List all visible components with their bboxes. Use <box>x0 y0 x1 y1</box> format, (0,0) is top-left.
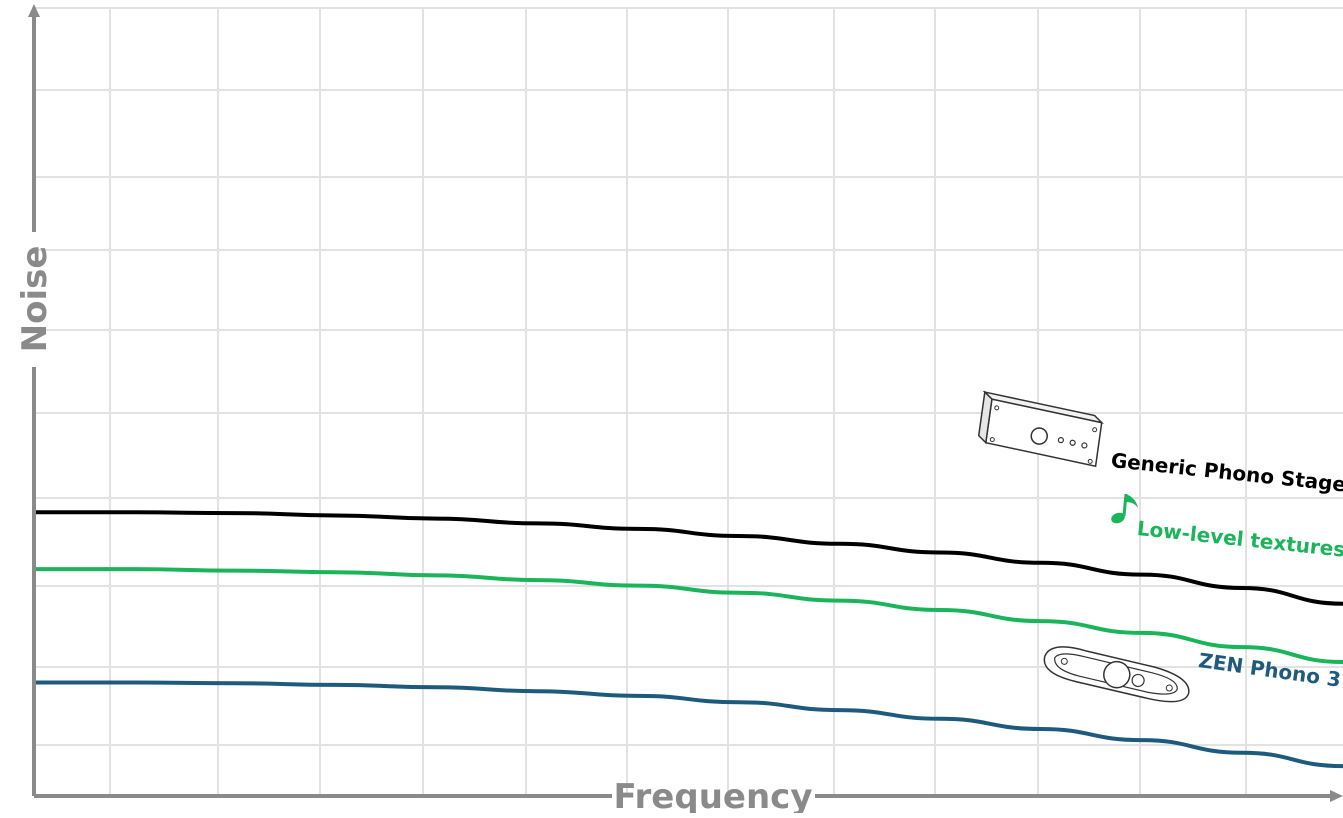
series-layer <box>32 510 1343 769</box>
music-note-icon <box>1111 493 1138 524</box>
y-axis-label: Noise <box>15 246 55 353</box>
series-line-low-level-textures <box>32 567 1343 664</box>
grid <box>34 7 1343 796</box>
series-labels: Generic Phono Stage Low-level textures <box>977 390 1343 703</box>
series-label-text: Generic Phono Stage <box>1110 448 1343 497</box>
series-line-generic-phono-stage <box>32 510 1343 606</box>
zen-phono-icon <box>1043 646 1190 703</box>
series-label-generic-phono-stage: Generic Phono Stage <box>1110 448 1343 497</box>
x-axis-arrowhead <box>1330 790 1343 802</box>
series-label-low-level-textures: Low-level textures <box>1136 516 1343 562</box>
axes: Frequency Noise <box>15 4 1343 817</box>
series-label-text: ZEN Phono 3 <box>1197 648 1342 692</box>
series-label-text: Low-level textures <box>1136 516 1343 562</box>
phono-preamp-icon <box>977 390 1105 468</box>
series-label-zen-phono-3: ZEN Phono 3 <box>1197 648 1342 692</box>
y-axis-arrowhead <box>28 4 40 17</box>
series-line-zen-phono-3 <box>32 680 1343 769</box>
x-axis-label: Frequency <box>613 777 812 813</box>
